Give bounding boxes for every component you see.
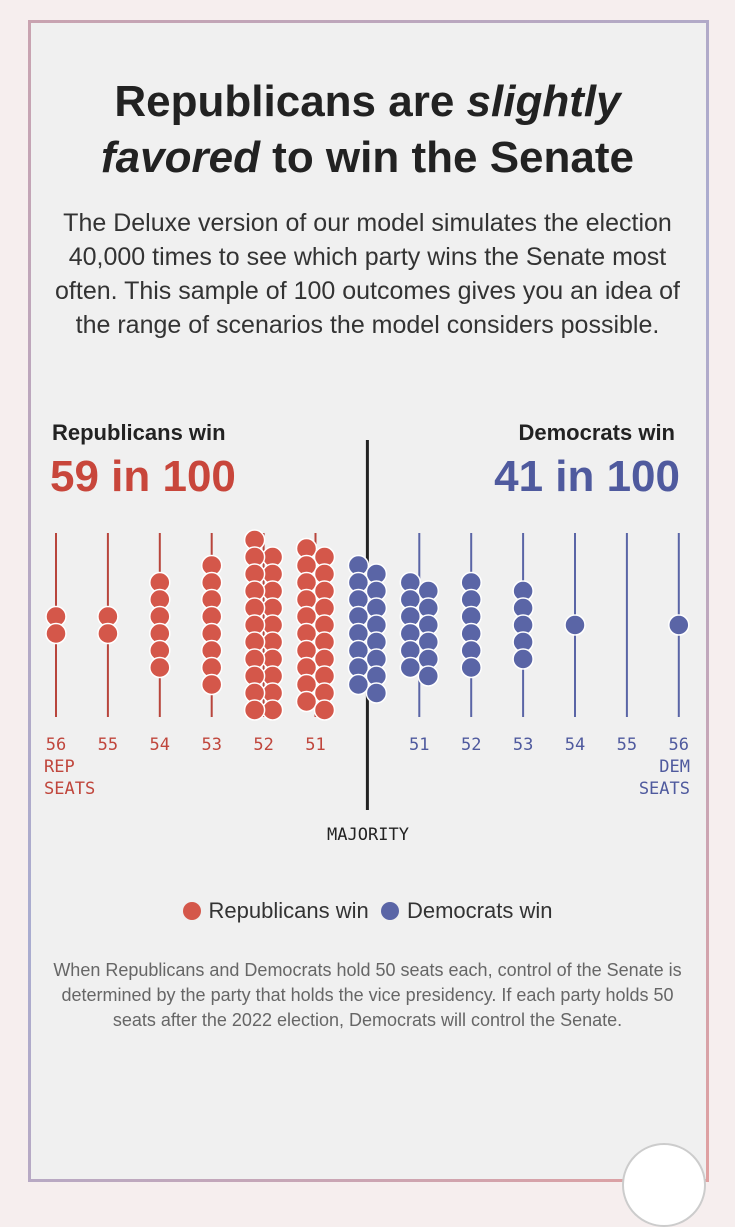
dem-seats-note: SEATS [639, 779, 690, 799]
outcome-dot [668, 614, 690, 636]
outcome-dot [243, 699, 266, 721]
outcome-dot [45, 622, 67, 645]
outcome-dot [261, 699, 284, 721]
outcome-dot [417, 665, 440, 687]
legend: Republicans win Democrats win [0, 898, 735, 924]
tick-label: 54 [150, 735, 170, 755]
tick-label: 56 [669, 735, 689, 755]
subtitle: The Deluxe version of our model simulate… [55, 209, 680, 339]
outcome-dot [564, 614, 586, 636]
legend-rep-swatch [182, 902, 201, 920]
tick-label: 52 [253, 735, 273, 755]
outcome-dot [149, 656, 171, 679]
outcome-dot [399, 656, 422, 679]
dem-win-label: Democrats win [518, 420, 676, 445]
outcome-dot [347, 673, 370, 696]
legend-rep-label: Republicans win [208, 898, 369, 923]
tick-label: 56 [46, 735, 66, 755]
tick-label: 53 [513, 735, 533, 755]
tick-label: 51 [305, 735, 325, 755]
logo [622, 1143, 706, 1227]
outcome-dot [200, 673, 223, 696]
rep-seats-note: REP [44, 757, 75, 777]
tick-label: 55 [617, 735, 637, 755]
majority-label: MAJORITY [327, 825, 409, 845]
legend-dem-swatch [380, 902, 399, 920]
outcome-dot [365, 682, 388, 704]
tick-label: 54 [565, 735, 585, 755]
tick-label: 51 [409, 735, 429, 755]
tick-label: 52 [461, 735, 481, 755]
rep-odds: 59 in 100 [50, 452, 236, 501]
dot-plot: 56 55 54 53 52 51 51 52 53 54 55 56REPSEATSDEMSEATS… [44, 440, 690, 845]
rep-win-label: Republicans win [52, 420, 226, 445]
outcome-dot [295, 690, 318, 713]
dem-seats-note: DEM [659, 757, 690, 777]
rep-seats-note: SEATS [44, 779, 95, 799]
headline: Republicans are slightly favored to win t… [101, 77, 634, 182]
outcome-dot [97, 622, 119, 645]
tick-label: 53 [201, 735, 221, 755]
footnote: When Republicans and Democrats hold 50 s… [53, 960, 682, 1030]
dem-odds: 41 in 100 [494, 452, 680, 501]
legend-dem-label: Democrats win [406, 898, 553, 923]
outcome-dot [460, 656, 482, 679]
outcome-dot [313, 699, 336, 721]
tick-label: 55 [98, 735, 118, 755]
outcome-dot [512, 648, 534, 670]
